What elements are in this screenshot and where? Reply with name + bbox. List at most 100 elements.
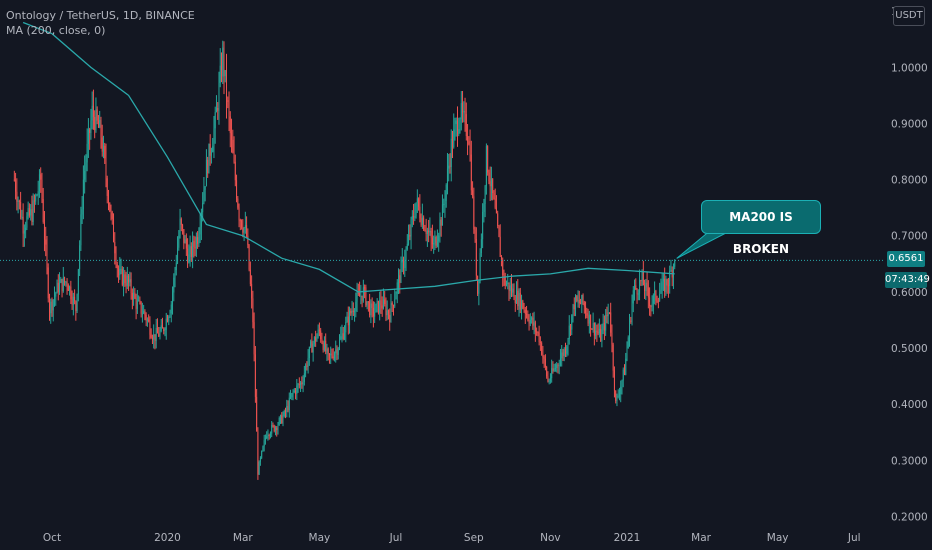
candle-body: [120, 268, 122, 270]
candle-body: [249, 269, 251, 284]
candle-body: [587, 315, 589, 324]
candle-body: [586, 313, 588, 316]
candle-body: [47, 267, 49, 299]
bar-countdown-tag: 07:43:49: [885, 272, 930, 288]
candle-body: [135, 298, 137, 309]
price-tick-label: 0.7000: [891, 231, 928, 243]
candle-body: [376, 300, 378, 304]
candle-body: [625, 358, 627, 375]
candle-body: [197, 237, 199, 244]
candle-body: [433, 243, 435, 245]
candle-body: [381, 305, 383, 309]
candle-body: [164, 329, 166, 331]
candle-body: [484, 185, 486, 205]
candle-body: [198, 234, 200, 244]
candle-body: [661, 281, 663, 290]
candle-body: [258, 461, 260, 475]
candle-body: [126, 275, 128, 286]
candle-body: [50, 301, 52, 314]
candle-body: [247, 235, 249, 245]
candle-body: [99, 120, 101, 128]
candle-body: [213, 128, 215, 147]
candle-body: [403, 259, 405, 268]
candle-body: [193, 240, 195, 248]
candle-body: [494, 198, 496, 208]
callout-label[interactable]: MA200 IS BROKEN: [701, 200, 821, 256]
candle-body: [526, 313, 528, 315]
candle-body: [345, 321, 347, 333]
candle-body: [13, 179, 15, 181]
candle-body: [248, 244, 250, 270]
candle-body: [199, 226, 201, 235]
candle-body: [503, 275, 505, 278]
time-tick-label: Nov: [540, 532, 561, 544]
candle-body: [618, 394, 620, 396]
candle-body: [518, 292, 520, 307]
candle-body: [295, 390, 297, 394]
candle-body: [79, 245, 81, 270]
candle-body: [276, 427, 278, 431]
candle-body: [146, 319, 148, 321]
candle-body: [464, 111, 466, 115]
candle-body: [364, 287, 366, 289]
candle-body: [187, 248, 189, 263]
candle-body: [134, 292, 136, 299]
candle-body: [194, 247, 196, 249]
candle-body: [106, 178, 108, 196]
candle-body: [547, 376, 549, 382]
candle-body: [178, 235, 180, 248]
candle-body: [508, 282, 510, 292]
candle-body: [370, 303, 372, 316]
candle-body: [546, 366, 548, 377]
candle-body: [253, 322, 255, 355]
indicator-line[interactable]: MA (200, close, 0): [6, 24, 106, 37]
candle-body: [316, 336, 318, 342]
candle-body: [591, 329, 593, 331]
candle-body: [261, 450, 263, 458]
candle-body: [80, 214, 82, 246]
candle-body: [522, 300, 524, 309]
candle-body: [386, 310, 388, 316]
candle-body: [572, 304, 574, 315]
candle-body: [355, 301, 357, 311]
candle-body: [62, 277, 64, 292]
candle-body: [330, 353, 332, 356]
price-axis[interactable]: 0.2000 0.3000 0.4000 0.5000 0.6000 0.7000 0.80…: [891, 6, 928, 523]
candle-body: [629, 320, 631, 338]
candle-body: [510, 285, 512, 293]
symbol-line[interactable]: Ontology / TetherUS, 1D, BINANCE: [6, 9, 195, 22]
candle-body: [273, 425, 275, 432]
candle-body: [382, 299, 384, 309]
candle-body: [439, 219, 441, 236]
candle-body: [17, 200, 19, 202]
candle-body: [56, 282, 58, 294]
candle-body: [413, 215, 415, 218]
candle-body: [350, 310, 352, 314]
candle-body: [482, 212, 484, 240]
candle-body: [595, 330, 597, 336]
price-tick-label: 0.6000: [891, 287, 928, 299]
candle-body: [293, 390, 295, 392]
candle-body: [226, 70, 228, 101]
candle-body: [349, 310, 351, 326]
candle-body: [597, 332, 599, 334]
currency-badge[interactable]: USDT: [893, 6, 925, 26]
candle-body: [101, 137, 103, 152]
candle-body: [445, 184, 447, 201]
candle-body: [337, 348, 339, 355]
candle-body: [173, 277, 175, 293]
candle-body: [123, 274, 125, 285]
candle-body: [502, 259, 504, 276]
candle-body: [394, 299, 396, 307]
time-axis[interactable]: Oct 2020 Mar May Jul Sep Nov 2021 Mar May Jul: [43, 532, 861, 544]
candle-body: [409, 235, 411, 237]
candle-body: [647, 287, 649, 298]
chart-legend: Ontology / TetherUS, 1D, BINANCE MA (200…: [6, 8, 195, 38]
price-tick-label: 0.9000: [891, 118, 928, 130]
candle-body: [204, 186, 206, 190]
candle-body: [154, 334, 156, 341]
candle-body: [115, 253, 117, 265]
candle-body: [664, 278, 666, 292]
candle-body: [583, 302, 585, 307]
